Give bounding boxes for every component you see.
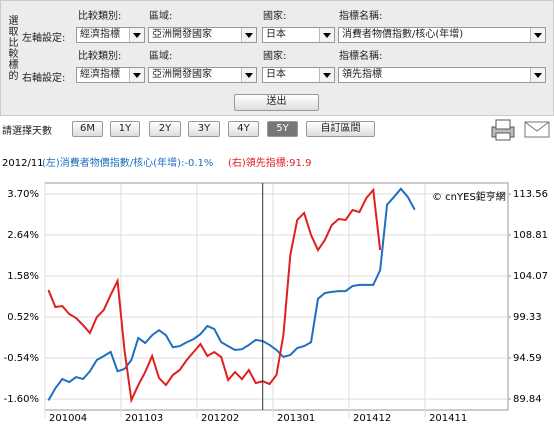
field-header-text: 指標名稱: [339, 51, 383, 62]
x-tick-label: 201412 [353, 413, 391, 424]
y2-tick-label: 113.56 [513, 189, 548, 200]
x-tick-label: 201202 [201, 413, 239, 424]
annotation: © cnYES鉅亨網 [432, 190, 506, 203]
row-label: 左軸設定: [22, 29, 65, 44]
legend-right: (右)領先指標:91.9 [228, 156, 311, 169]
field-header-text: 比較類別: [78, 11, 122, 22]
range-button[interactable]: 3Y [188, 121, 220, 137]
field-header: 國家: [263, 47, 286, 62]
dropdown-text: 經濟指標 [80, 69, 120, 80]
field-header: 指標名稱: [339, 7, 382, 22]
submit-button-text: 送出 [266, 96, 287, 107]
dropdown-arrow[interactable] [129, 28, 144, 42]
range-button-text: 6M [80, 123, 95, 134]
row-label: 右軸設定: [22, 69, 65, 84]
selector-panel: 選取比較標的 比較類別: 區域: 國家: 指標名稱: 左軸設定: 經濟指標 亞洲開發國家 日本… [0, 0, 554, 116]
field-header-text: 國家: [263, 11, 287, 22]
dropdown-arrow[interactable] [319, 28, 334, 42]
dropdown[interactable]: 日本 [262, 27, 335, 43]
dropdown[interactable]: 消費者物價指數/核心(年增) [338, 27, 546, 43]
range-button[interactable]: 6M [72, 121, 103, 137]
range-button-text: 2Y [158, 123, 172, 134]
dropdown-arrow[interactable] [530, 68, 545, 82]
chart: 2012/11(左)消費者物價指數/核心(年增):-0.1% (右)領先指標:91… [2, 156, 548, 424]
y2-tick-label: 89.84 [513, 394, 542, 405]
dropdown[interactable]: 日本 [262, 67, 335, 83]
data-line [47, 187, 382, 404]
print-icon[interactable] [489, 118, 517, 142]
row-label-text: 左軸設定: [22, 33, 66, 44]
range-button-text: 5Y [276, 123, 289, 134]
dropdown-text: 日本 [266, 69, 286, 80]
y2-tick-label: 99.33 [513, 312, 542, 323]
dropdown-arrow[interactable] [129, 68, 144, 82]
x-tick-label: 201411 [429, 413, 467, 424]
x-tick-label: 201301 [277, 413, 315, 424]
y-tick-label: 1.58% [7, 271, 39, 282]
dropdown[interactable]: 亞洲開發國家 [148, 67, 257, 83]
range-button[interactable]: 1Y [110, 121, 140, 137]
range-button[interactable]: 2Y [149, 121, 181, 137]
x-tick-label: 201004 [49, 413, 87, 424]
dropdown-text: 消費者物價指數/核心(年增) [342, 29, 464, 40]
y2-tick-label: 94.59 [513, 353, 542, 364]
dropdown[interactable]: 經濟指標 [76, 27, 145, 43]
field-header: 指標名稱: [339, 47, 382, 62]
field-header: 區域: [149, 7, 172, 22]
y-tick-label: 3.70% [7, 189, 39, 200]
y-tick-label: 2.64% [7, 230, 39, 241]
dropdown-text: 領先指標 [342, 69, 382, 80]
x-tick-label: 201103 [125, 413, 163, 424]
dropdown-text: 經濟指標 [80, 29, 120, 40]
dropdown-text: 亞洲開發國家 [152, 69, 212, 80]
field-header-text: 比較類別: [78, 51, 122, 62]
y2-tick-label: 104.07 [513, 271, 548, 282]
field-header: 比較類別: [78, 7, 121, 22]
range-button-text: 自訂區間 [320, 123, 361, 134]
y-tick-label: -0.54% [4, 353, 39, 364]
legend-left: (左)消費者物價指數/核心(年增):-0.1% [42, 156, 213, 169]
dropdown[interactable]: 經濟指標 [76, 67, 145, 83]
dropdown[interactable]: 亞洲開發國家 [148, 27, 257, 43]
range-button-text: 3Y [197, 123, 211, 134]
dropdown[interactable]: 領先指標 [338, 67, 546, 83]
submit-button[interactable]: 送出 [234, 94, 319, 111]
y-tick-label: -1.60% [4, 394, 39, 405]
range-label: 請選擇天數 [2, 126, 52, 137]
field-header-text: 國家: [263, 51, 287, 62]
row-label-text: 右軸設定: [22, 73, 66, 84]
dropdown-arrow[interactable] [241, 68, 256, 82]
range-button-text: 4Y [237, 123, 250, 134]
field-header-text: 區域: [149, 51, 173, 62]
range-button[interactable]: 5Y [267, 121, 298, 137]
data-line [47, 187, 416, 401]
field-header-text: 指標名稱: [339, 11, 383, 22]
mail-icon[interactable] [524, 120, 550, 138]
field-header: 區域: [149, 47, 172, 62]
dropdown-text: 亞洲開發國家 [152, 29, 212, 40]
range-button-text: 1Y [118, 123, 132, 134]
dropdown-arrow[interactable] [241, 28, 256, 42]
dropdown-arrow[interactable] [530, 28, 545, 42]
dropdown-arrow[interactable] [319, 68, 334, 82]
field-header: 比較類別: [78, 47, 121, 62]
range-button[interactable]: 自訂區間 [306, 121, 375, 137]
chart-date: 2012/11 [2, 158, 44, 169]
field-header-text: 區域: [149, 11, 173, 22]
field-header: 國家: [263, 7, 286, 22]
y-tick-label: 0.52% [7, 312, 39, 323]
dropdown-text: 日本 [266, 29, 286, 40]
side-label: 選取比較標的 [6, 15, 17, 81]
range-button[interactable]: 4Y [228, 121, 259, 137]
y2-tick-label: 108.81 [513, 230, 548, 241]
